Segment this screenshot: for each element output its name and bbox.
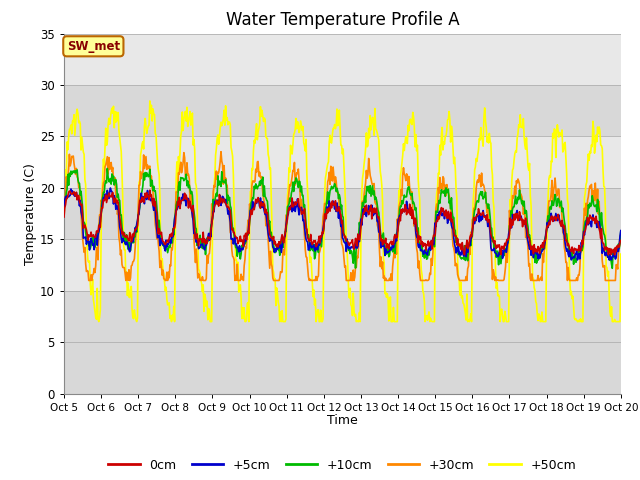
+5cm xyxy=(183,195,191,201)
Line: +10cm: +10cm xyxy=(64,168,621,268)
+5cm xyxy=(207,234,215,240)
+5cm xyxy=(568,257,575,263)
Line: +30cm: +30cm xyxy=(64,152,621,280)
+50cm xyxy=(208,319,216,324)
+30cm xyxy=(85,277,93,283)
+10cm xyxy=(335,196,342,202)
+50cm xyxy=(390,304,397,310)
+50cm xyxy=(335,107,343,113)
+10cm xyxy=(617,228,625,234)
+10cm xyxy=(183,183,191,189)
0cm xyxy=(461,252,468,258)
+10cm xyxy=(566,254,574,260)
+5cm xyxy=(617,228,625,233)
0cm xyxy=(617,238,625,243)
+30cm xyxy=(445,190,452,196)
+10cm xyxy=(104,166,111,171)
+10cm xyxy=(389,249,397,254)
+30cm xyxy=(335,207,343,213)
Title: Water Temperature Profile A: Water Temperature Profile A xyxy=(225,11,460,29)
+50cm xyxy=(184,123,191,129)
Bar xyxy=(64,136,621,188)
+30cm xyxy=(60,208,68,214)
0cm xyxy=(568,249,575,254)
0cm xyxy=(389,239,397,244)
+30cm xyxy=(217,149,225,155)
+5cm xyxy=(566,252,574,258)
0cm xyxy=(60,214,68,220)
+5cm xyxy=(106,185,115,191)
Bar xyxy=(64,240,621,291)
0cm xyxy=(335,204,342,210)
Text: SW_met: SW_met xyxy=(67,40,120,53)
+50cm xyxy=(60,217,68,223)
+30cm xyxy=(568,277,575,283)
+10cm xyxy=(207,222,215,228)
+30cm xyxy=(183,160,191,166)
Y-axis label: Temperature (C): Temperature (C) xyxy=(24,163,37,264)
+30cm xyxy=(617,233,625,239)
Legend: 0cm, +5cm, +10cm, +30cm, +50cm: 0cm, +5cm, +10cm, +30cm, +50cm xyxy=(103,454,582,477)
+50cm xyxy=(146,98,154,104)
+30cm xyxy=(207,228,215,234)
Bar xyxy=(64,34,621,85)
Line: +5cm: +5cm xyxy=(64,188,621,260)
0cm xyxy=(207,226,215,232)
+10cm xyxy=(444,188,451,193)
+10cm xyxy=(609,265,616,271)
+50cm xyxy=(445,116,452,122)
Line: 0cm: 0cm xyxy=(64,190,621,255)
0cm xyxy=(146,187,154,193)
Line: +50cm: +50cm xyxy=(64,101,621,322)
+5cm xyxy=(444,220,451,226)
+10cm xyxy=(60,205,68,211)
X-axis label: Time: Time xyxy=(327,414,358,427)
+50cm xyxy=(95,319,102,324)
+5cm xyxy=(335,216,342,221)
0cm xyxy=(444,216,451,221)
+50cm xyxy=(568,288,575,294)
0cm xyxy=(183,197,191,203)
+50cm xyxy=(617,251,625,257)
+30cm xyxy=(390,255,397,261)
+5cm xyxy=(389,240,397,246)
+5cm xyxy=(60,206,68,212)
